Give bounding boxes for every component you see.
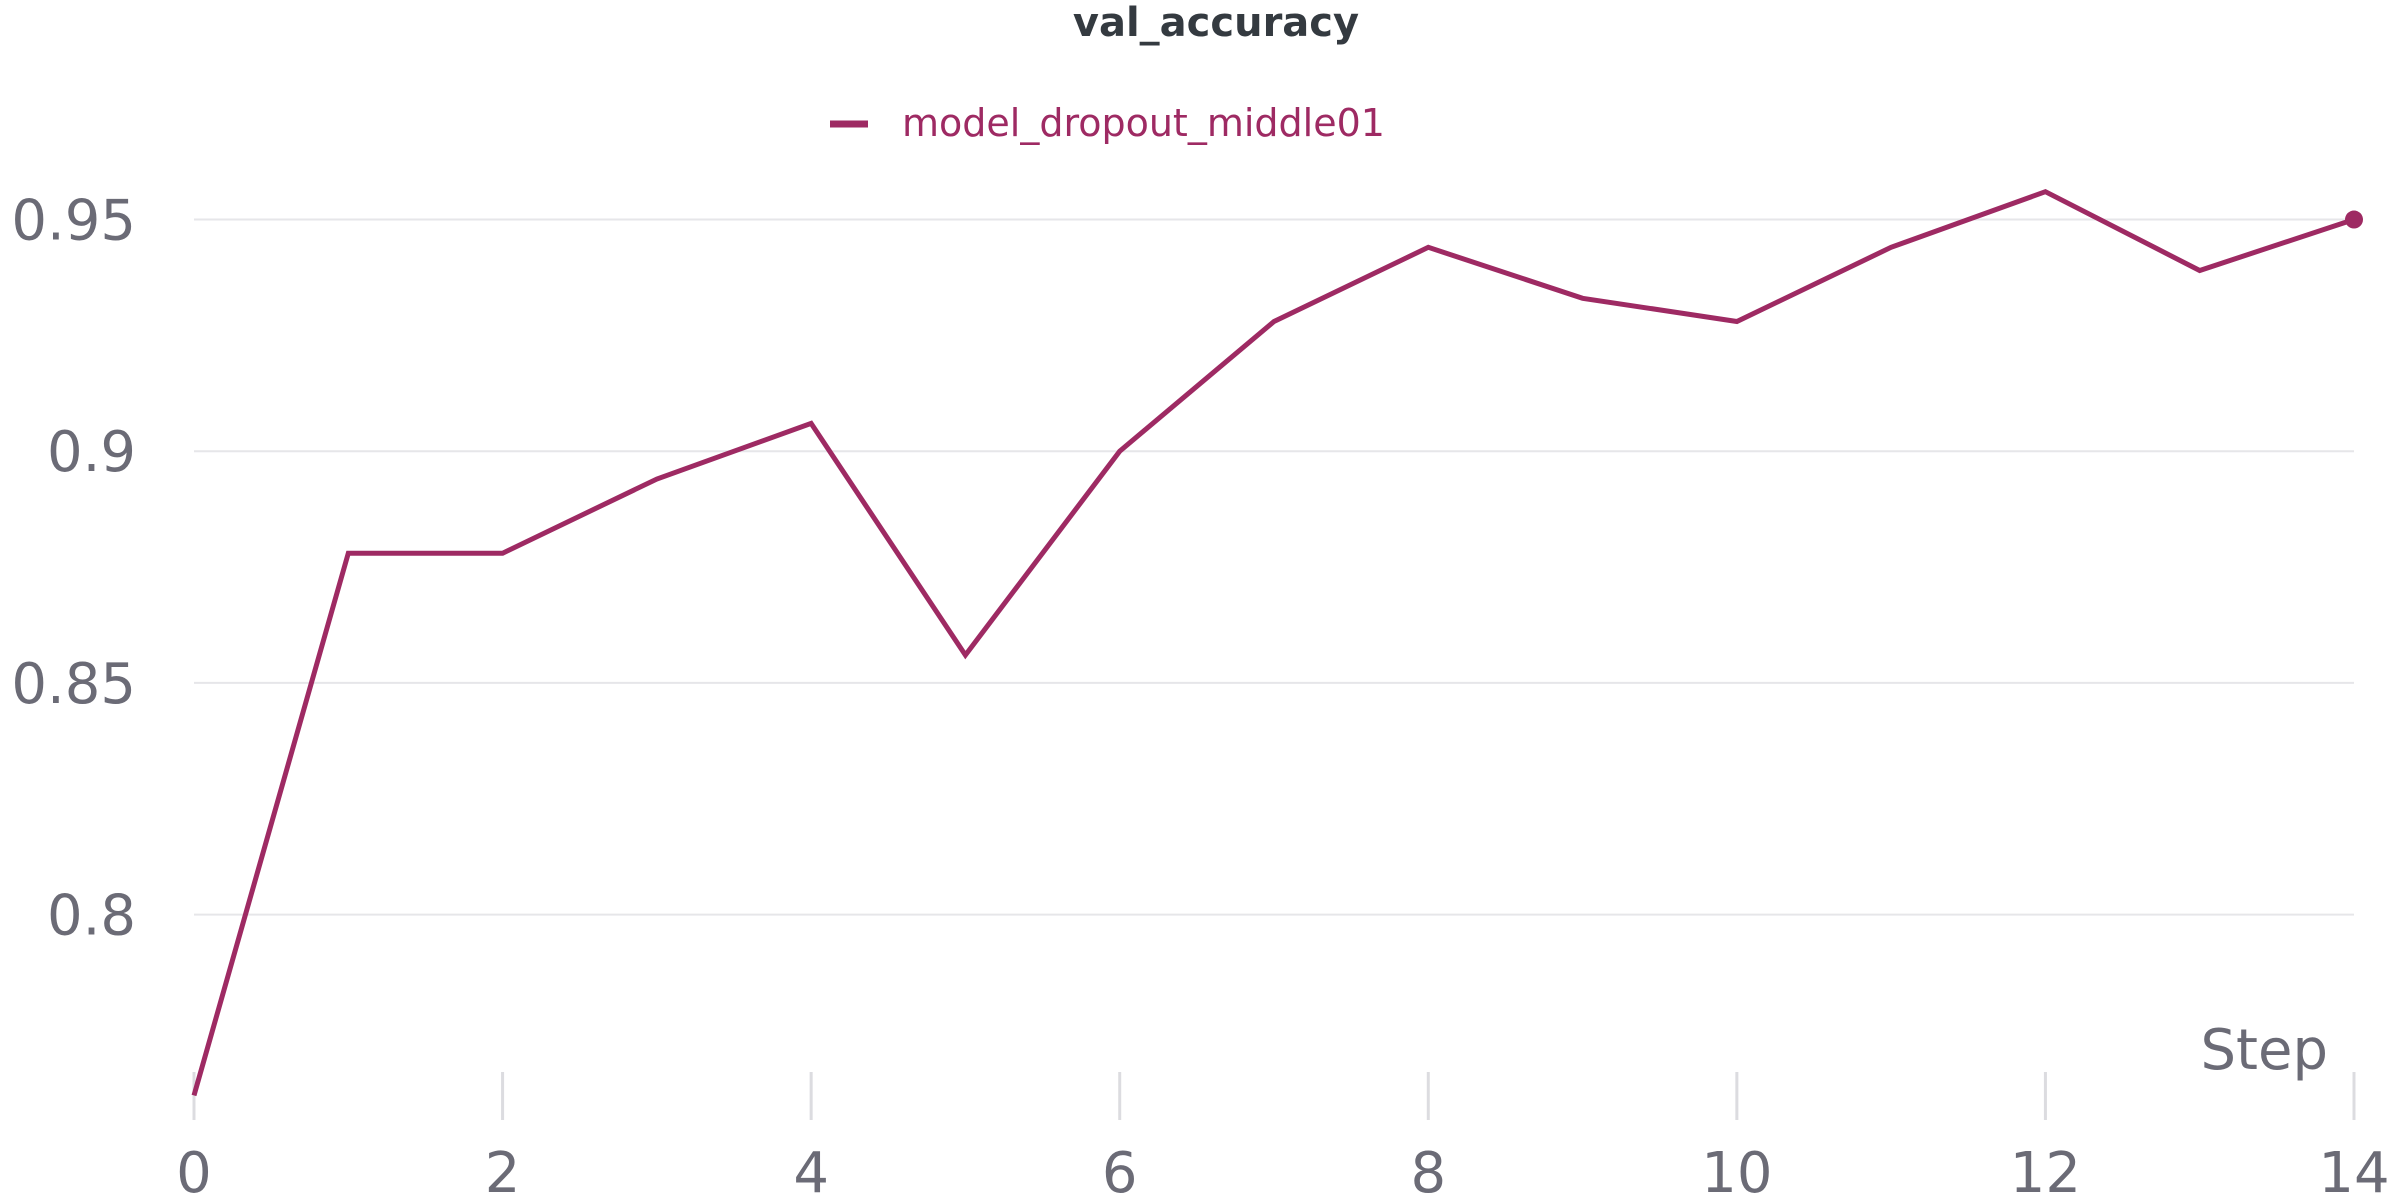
- chart-title: val_accuracy: [1073, 0, 1359, 46]
- y-tick-label: 0.8: [47, 884, 136, 949]
- x-axis-label: Step: [2200, 1018, 2328, 1083]
- series-end-point: [2345, 210, 2363, 229]
- x-tick-label: 6: [1102, 1141, 1138, 1200]
- x-tick-label: 4: [793, 1141, 829, 1200]
- y-tick-label: 0.9: [47, 420, 136, 485]
- y-tick-label: 0.85: [11, 652, 136, 717]
- y-gridlines: [194, 218, 2354, 916]
- series-line: [191, 188, 2355, 1097]
- x-tick-label: 14: [2318, 1141, 2389, 1200]
- y-axis-ticks: 0.8 0.85 0.9 0.95: [11, 189, 136, 949]
- x-tick-label: 2: [485, 1141, 521, 1200]
- x-axis-ticks: 0 2 4 6 8 10 12 14: [176, 1072, 2390, 1200]
- x-tick-label: 10: [1701, 1141, 1772, 1200]
- x-tick-label: 0: [176, 1141, 212, 1200]
- x-tick-label: 12: [2010, 1141, 2081, 1200]
- x-tick-label: 8: [1410, 1141, 1446, 1200]
- legend-label: model_dropout_middle01: [902, 101, 1385, 145]
- y-tick-label: 0.95: [11, 189, 136, 254]
- legend[interactable]: model_dropout_middle01: [830, 101, 1385, 145]
- plot-area: [191, 188, 2363, 1097]
